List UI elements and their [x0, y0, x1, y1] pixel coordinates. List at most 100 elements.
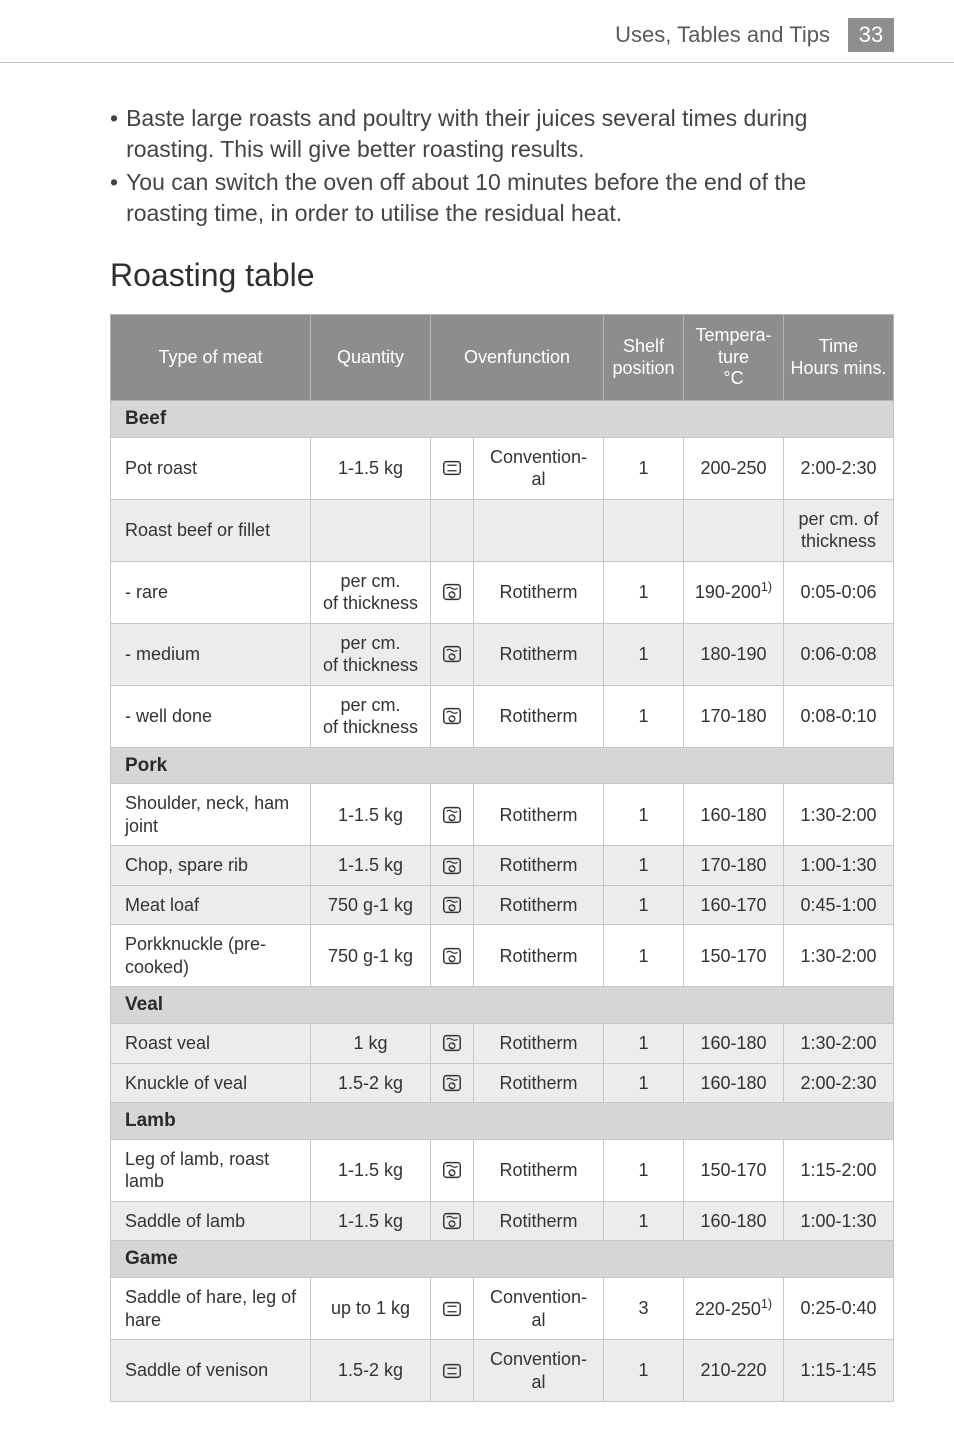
cell-temp: 220-2501)	[684, 1278, 784, 1340]
cell-shelf: 1	[604, 1024, 684, 1064]
cell-shelf: 1	[604, 1063, 684, 1103]
cell-shelf: 1	[604, 1201, 684, 1241]
cell-qty: per cm.of thickness	[311, 561, 431, 623]
rotitherm-icon	[441, 581, 463, 603]
cell-type: Saddle of hare, leg of hare	[111, 1278, 311, 1340]
page-number-badge: 33	[848, 18, 894, 52]
bullet-text: Baste large roasts and poultry with thei…	[126, 103, 894, 165]
cell-func: Rotitherm	[474, 925, 604, 987]
cell-type: Leg of lamb, roast lamb	[111, 1139, 311, 1201]
roasting-table: Type of meat Quantity Ovenfunction Shelf…	[110, 314, 894, 1402]
cell-func: Rotitherm	[474, 561, 604, 623]
cell-time: 0:05-0:06	[784, 561, 894, 623]
conventional-icon	[441, 1360, 463, 1382]
cell-func: Convention-al	[474, 1340, 604, 1402]
cell-shelf: 1	[604, 437, 684, 499]
table-row: Pot roast 1-1.5 kg Convention-al 1 200-2…	[111, 437, 894, 499]
cell-icon	[431, 561, 474, 623]
cell-type: Pot roast	[111, 437, 311, 499]
cell-shelf: 1	[604, 925, 684, 987]
cell-temp: 200-250	[684, 437, 784, 499]
rotitherm-icon	[441, 1210, 463, 1232]
cell-shelf: 3	[604, 1278, 684, 1340]
rotitherm-icon	[441, 804, 463, 826]
rotitherm-icon	[441, 705, 463, 727]
cell-icon	[431, 1024, 474, 1064]
cell-icon	[431, 846, 474, 886]
cell-time: 1:00-1:30	[784, 846, 894, 886]
cell-shelf: 1	[604, 685, 684, 747]
cell-qty: 1-1.5 kg	[311, 437, 431, 499]
cell-time: 0:45-1:00	[784, 885, 894, 925]
th-time: Time Hours mins.	[784, 315, 894, 401]
table-row: Saddle of lamb 1-1.5 kg Rotitherm 1 160-…	[111, 1201, 894, 1241]
cell-func: Rotitherm	[474, 1063, 604, 1103]
table-row: - medium per cm.of thickness Rotitherm 1…	[111, 623, 894, 685]
cell-type: Chop, spare rib	[111, 846, 311, 886]
cell-func: Rotitherm	[474, 1139, 604, 1201]
cell-qty: 1.5-2 kg	[311, 1340, 431, 1402]
cell-qty: up to 1 kg	[311, 1278, 431, 1340]
conventional-icon	[441, 1298, 463, 1320]
cell-temp: 160-180	[684, 1201, 784, 1241]
cell-qty: 1-1.5 kg	[311, 846, 431, 886]
cell-shelf: 1	[604, 784, 684, 846]
cell-func: Rotitherm	[474, 1201, 604, 1241]
cell-shelf: 1	[604, 846, 684, 886]
cell-qty: 1-1.5 kg	[311, 784, 431, 846]
cell-func: Convention-al	[474, 1278, 604, 1340]
table-row: - well done per cm.of thickness Rotither…	[111, 685, 894, 747]
cell-type: - well done	[111, 685, 311, 747]
cell-temp: 150-170	[684, 1139, 784, 1201]
table-row: Roast beef or fillet per cm. ofthickness	[111, 499, 894, 561]
cell-func: Rotitherm	[474, 846, 604, 886]
cell-qty: 1-1.5 kg	[311, 1139, 431, 1201]
rotitherm-icon	[441, 1159, 463, 1181]
table-row: Saddle of hare, leg of hare up to 1 kg C…	[111, 1278, 894, 1340]
cell-shelf: 1	[604, 1340, 684, 1402]
table-row: Porkknuckle (pre-cooked) 750 g-1 kg Roti…	[111, 925, 894, 987]
cell-func: Rotitherm	[474, 885, 604, 925]
rotitherm-icon	[441, 855, 463, 877]
cell-func: Rotitherm	[474, 685, 604, 747]
cell-type: Saddle of venison	[111, 1340, 311, 1402]
category-row-beef: Beef	[111, 400, 894, 437]
cell-time: 2:00-2:30	[784, 437, 894, 499]
cell-qty: per cm.of thickness	[311, 623, 431, 685]
cell-time: per cm. ofthickness	[784, 499, 894, 561]
cell-time: 0:25-0:40	[784, 1278, 894, 1340]
cell-type: Roast veal	[111, 1024, 311, 1064]
cell-icon	[431, 784, 474, 846]
cell-icon	[431, 1063, 474, 1103]
cell-qty: 1-1.5 kg	[311, 1201, 431, 1241]
cell-temp: 160-180	[684, 784, 784, 846]
section-title: Roasting table	[110, 257, 894, 294]
header-title: Uses, Tables and Tips	[615, 22, 830, 48]
table-row: Shoulder, neck, ham joint 1-1.5 kg Rotit…	[111, 784, 894, 846]
cell-time: 0:08-0:10	[784, 685, 894, 747]
cell-temp: 160-180	[684, 1024, 784, 1064]
cell-type: Saddle of lamb	[111, 1201, 311, 1241]
cell-icon	[431, 1340, 474, 1402]
cell-func: Rotitherm	[474, 1024, 604, 1064]
category-row-pork: Pork	[111, 747, 894, 784]
cell-icon	[431, 623, 474, 685]
rotitherm-icon	[441, 1032, 463, 1054]
cell-shelf: 1	[604, 623, 684, 685]
cell-temp: 170-180	[684, 846, 784, 886]
cell-icon	[431, 925, 474, 987]
cell-icon	[431, 1201, 474, 1241]
bullet-dot-icon: •	[110, 167, 118, 229]
cell-temp: 160-180	[684, 1063, 784, 1103]
cell-time: 1:30-2:00	[784, 784, 894, 846]
cell-type: Porkknuckle (pre-cooked)	[111, 925, 311, 987]
cell-qty: per cm.of thickness	[311, 685, 431, 747]
cell-type: - rare	[111, 561, 311, 623]
table-row: Roast veal 1 kg Rotitherm 1 160-180 1:30…	[111, 1024, 894, 1064]
rotitherm-icon	[441, 643, 463, 665]
cell-temp: 150-170	[684, 925, 784, 987]
th-qty: Quantity	[311, 315, 431, 401]
cell-icon	[431, 685, 474, 747]
table-row: Leg of lamb, roast lamb 1-1.5 kg Rotithe…	[111, 1139, 894, 1201]
bullet-text: You can switch the oven off about 10 min…	[126, 167, 894, 229]
